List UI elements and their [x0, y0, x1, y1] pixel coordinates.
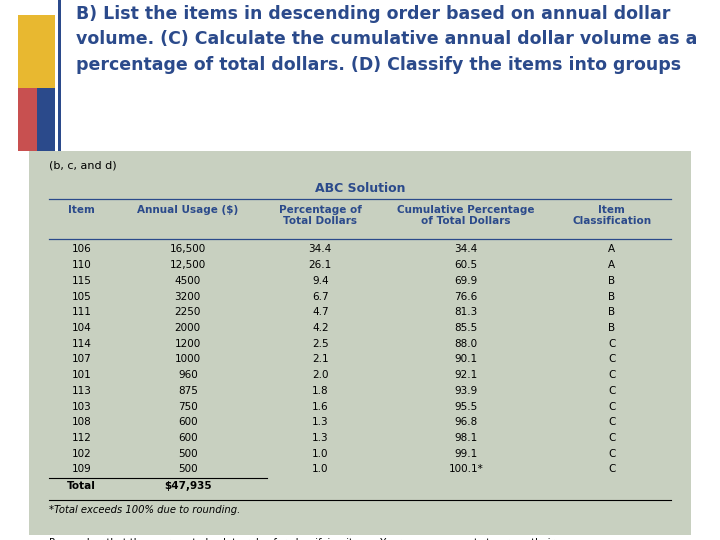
FancyBboxPatch shape	[37, 87, 55, 151]
Text: Annual Usage ($): Annual Usage ($)	[137, 205, 238, 215]
Text: B: B	[608, 292, 616, 301]
Text: Remember that these are not absolute rules for classifying items. Your company w: Remember that these are not absolute rul…	[49, 538, 554, 540]
Text: 875: 875	[178, 386, 198, 396]
Text: 960: 960	[178, 370, 198, 380]
Text: 110: 110	[72, 260, 91, 270]
Text: 2.1: 2.1	[312, 354, 328, 364]
Text: 100.1*: 100.1*	[449, 464, 483, 475]
Text: 103: 103	[72, 402, 91, 411]
Text: 1000: 1000	[175, 354, 201, 364]
Text: 4.2: 4.2	[312, 323, 328, 333]
Text: (b, c, and d): (b, c, and d)	[49, 161, 117, 171]
Text: 2.5: 2.5	[312, 339, 328, 349]
Text: C: C	[608, 339, 616, 349]
Text: 104: 104	[72, 323, 91, 333]
Text: 108: 108	[72, 417, 91, 427]
FancyBboxPatch shape	[18, 15, 55, 87]
Text: 92.1: 92.1	[454, 370, 477, 380]
Text: 1.0: 1.0	[312, 464, 328, 475]
Text: Total: Total	[68, 481, 96, 491]
Text: A: A	[608, 260, 616, 270]
Text: 600: 600	[178, 433, 197, 443]
Text: 81.3: 81.3	[454, 307, 477, 317]
Text: C: C	[608, 402, 616, 411]
Text: 1200: 1200	[175, 339, 201, 349]
Text: 105: 105	[72, 292, 91, 301]
Text: 3200: 3200	[175, 292, 201, 301]
Text: 109: 109	[72, 464, 91, 475]
Text: Cumulative Percentage
of Total Dollars: Cumulative Percentage of Total Dollars	[397, 205, 535, 226]
Text: 1.0: 1.0	[312, 449, 328, 458]
FancyBboxPatch shape	[22, 147, 698, 538]
Text: 88.0: 88.0	[454, 339, 477, 349]
Text: 12,500: 12,500	[170, 260, 206, 270]
Text: C: C	[608, 386, 616, 396]
Text: 16,500: 16,500	[170, 245, 206, 254]
Text: 1.6: 1.6	[312, 402, 328, 411]
Text: 4500: 4500	[175, 276, 201, 286]
Text: 114: 114	[72, 339, 91, 349]
Text: Percentage of
Total Dollars: Percentage of Total Dollars	[279, 205, 361, 226]
Text: C: C	[608, 449, 616, 458]
FancyBboxPatch shape	[18, 87, 37, 151]
Text: C: C	[608, 433, 616, 443]
Text: 98.1: 98.1	[454, 433, 477, 443]
Text: 750: 750	[178, 402, 198, 411]
Text: B: B	[608, 323, 616, 333]
Text: 4.7: 4.7	[312, 307, 328, 317]
Text: 112: 112	[72, 433, 91, 443]
Text: 6.7: 6.7	[312, 292, 328, 301]
Text: 69.9: 69.9	[454, 276, 477, 286]
Text: 9.4: 9.4	[312, 276, 328, 286]
Text: B: B	[608, 276, 616, 286]
Text: C: C	[608, 464, 616, 475]
Text: 500: 500	[178, 449, 197, 458]
Text: 500: 500	[178, 464, 197, 475]
Text: 26.1: 26.1	[309, 260, 332, 270]
Text: C: C	[608, 370, 616, 380]
Text: Item
Classification: Item Classification	[572, 205, 652, 226]
Text: ABC Solution: ABC Solution	[315, 182, 405, 195]
Text: B) List the items in descending order based on annual dollar
volume. (C) Calcula: B) List the items in descending order ba…	[76, 4, 697, 74]
Text: 102: 102	[72, 449, 91, 458]
Text: C: C	[608, 417, 616, 427]
Text: 600: 600	[178, 417, 197, 427]
Text: 106: 106	[72, 245, 91, 254]
Text: 99.1: 99.1	[454, 449, 477, 458]
Text: 60.5: 60.5	[454, 260, 477, 270]
Text: 111: 111	[72, 307, 91, 317]
Text: 107: 107	[72, 354, 91, 364]
Text: 2000: 2000	[175, 323, 201, 333]
Text: 1.8: 1.8	[312, 386, 328, 396]
Text: $47,935: $47,935	[164, 481, 212, 491]
Text: 93.9: 93.9	[454, 386, 477, 396]
Text: Item: Item	[68, 205, 95, 215]
Text: *Total exceeds 100% due to rounding.: *Total exceeds 100% due to rounding.	[49, 505, 240, 516]
Text: A: A	[608, 245, 616, 254]
Text: 115: 115	[72, 276, 91, 286]
Text: 85.5: 85.5	[454, 323, 477, 333]
Text: 34.4: 34.4	[454, 245, 477, 254]
Text: 90.1: 90.1	[454, 354, 477, 364]
Text: 2.0: 2.0	[312, 370, 328, 380]
Text: 34.4: 34.4	[309, 245, 332, 254]
FancyBboxPatch shape	[58, 0, 61, 151]
Text: C: C	[608, 354, 616, 364]
Text: 76.6: 76.6	[454, 292, 477, 301]
Text: 1.3: 1.3	[312, 433, 328, 443]
Text: 113: 113	[72, 386, 91, 396]
Text: 1.3: 1.3	[312, 417, 328, 427]
Text: 96.8: 96.8	[454, 417, 477, 427]
Text: 2250: 2250	[174, 307, 201, 317]
Text: 101: 101	[72, 370, 91, 380]
Text: B: B	[608, 307, 616, 317]
Text: 95.5: 95.5	[454, 402, 477, 411]
